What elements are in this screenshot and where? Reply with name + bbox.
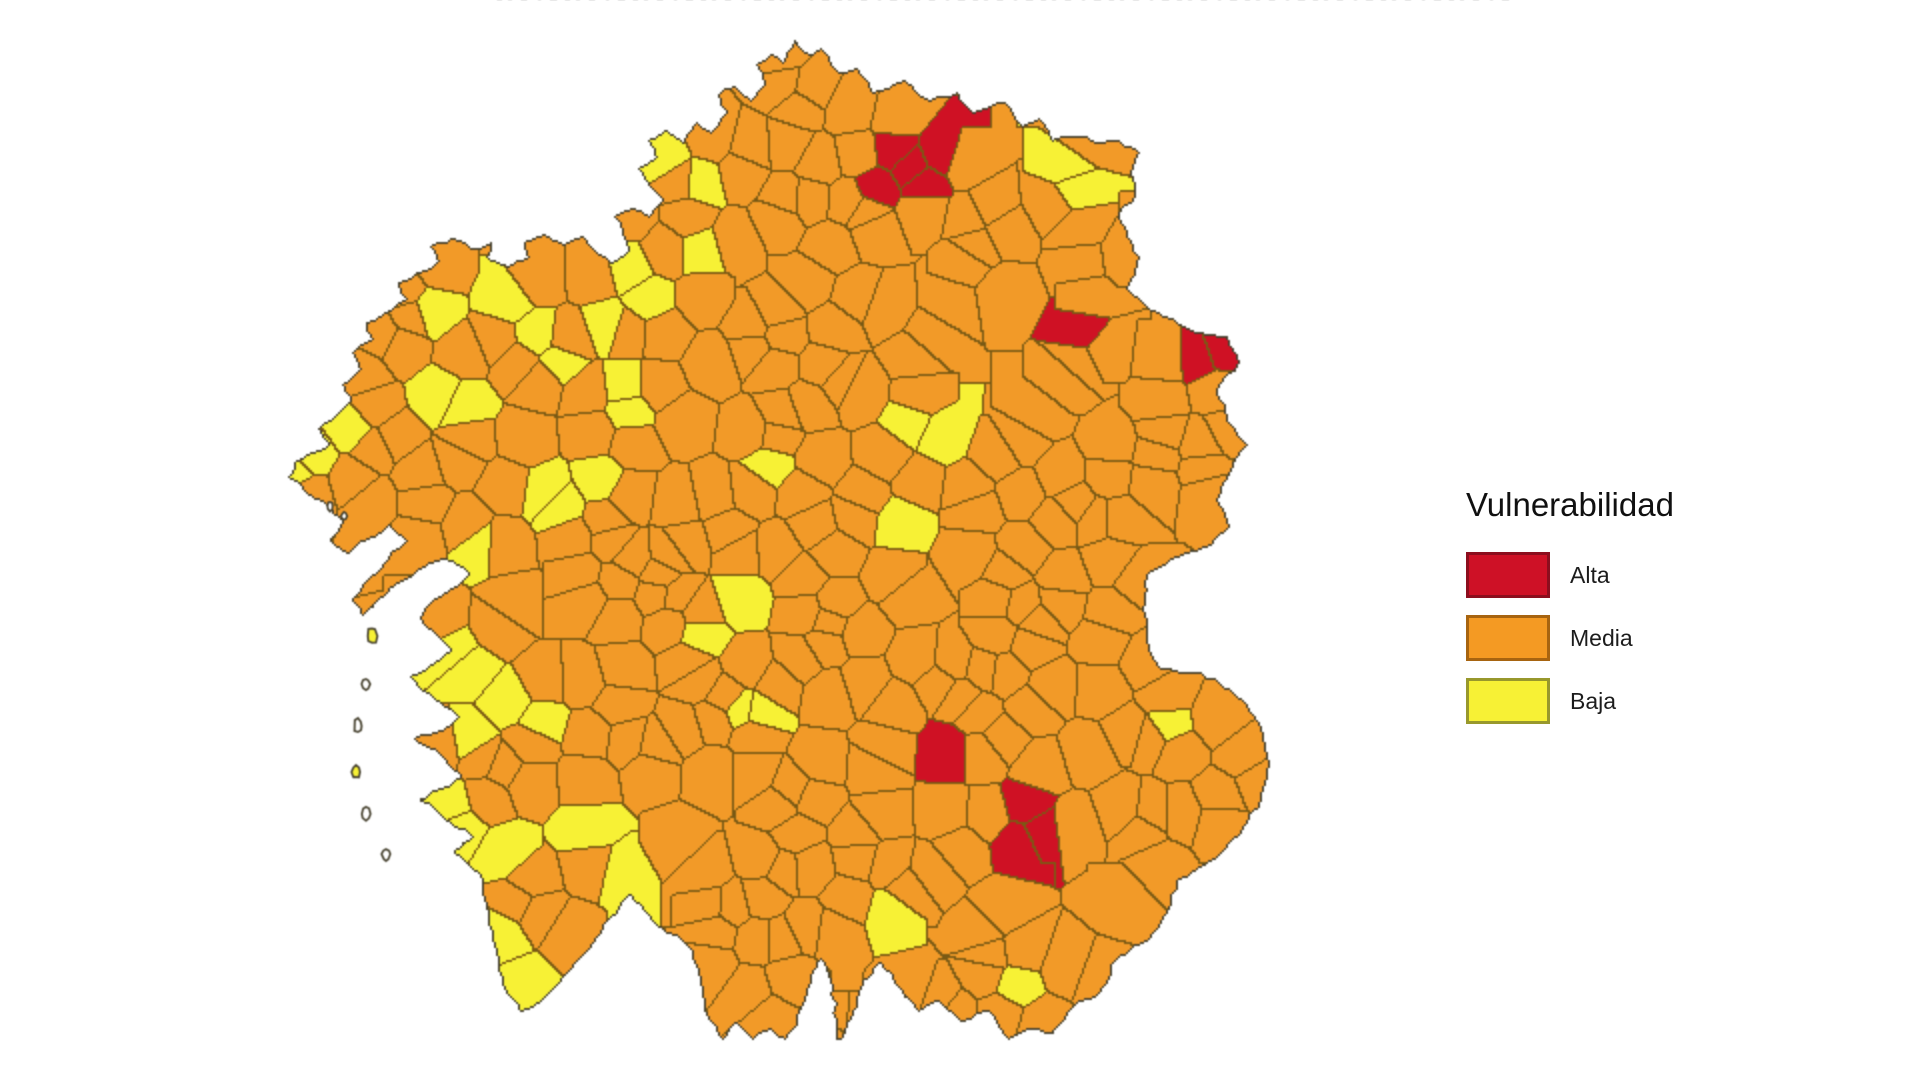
legend-label-media: Media [1570,624,1633,651]
map-legend: Vulnerabilidad Alta Media Baja [1466,486,1674,741]
legend-label-alta: Alta [1570,561,1610,588]
legend-title: Vulnerabilidad [1466,486,1674,523]
legend-item-alta: Alta [1466,552,1674,598]
legend-swatch-alta [1466,552,1550,598]
legend-swatch-media [1466,615,1550,661]
legend-item-media: Media [1466,615,1674,661]
legend-label-baja: Baja [1570,687,1617,714]
legend-item-baja: Baja [1466,678,1674,724]
legend-swatch-baja [1466,678,1550,724]
